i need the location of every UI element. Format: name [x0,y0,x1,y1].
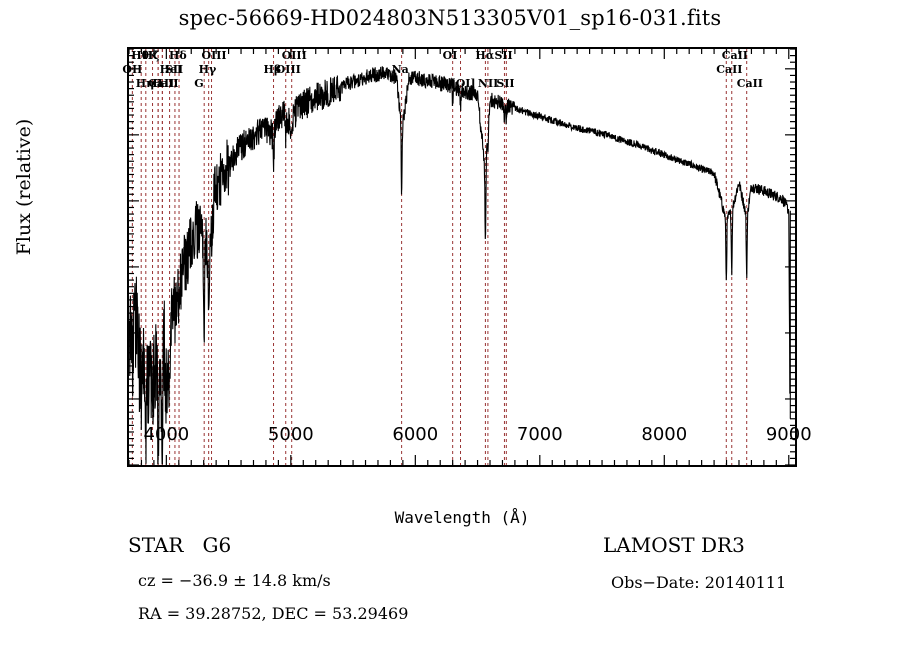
coordinates: RA = 39.28752, DEC = 53.29469 [138,604,409,623]
spectral-line-label: HeI [159,63,183,76]
y-axis-title: Flux (relative) [13,118,35,256]
spectral-line-label: Hγ [198,63,217,76]
survey-label: LAMOST DR3 [603,533,745,557]
spectral-line-label: Na [391,63,409,76]
spectral-line-label: Hθ [131,49,149,62]
spectral-class: G6 [202,533,232,557]
x-tick-label: 8000 [641,424,688,445]
redshift-velocity: cz = −36.9 ± 14.8 km/s [138,571,331,590]
spectral-line-label: NII [477,77,499,90]
x-tick-label: 7000 [516,424,563,445]
object-type: STAR [128,533,184,557]
spectral-line-label: CaII [716,63,743,76]
spectral-line-label: SII [496,77,515,90]
spectrum-canvas [129,49,795,465]
x-axis-title: Wavelength (Å) [394,508,530,527]
spectral-line-label: Hβ [263,63,282,76]
spectral-line-label: CaII [152,77,179,90]
spectral-line-label: OI [442,49,458,62]
spectral-line-label: [OI] [450,77,476,90]
spectral-line-label: Hζ [142,49,160,62]
spectral-line-label: Hη [135,77,155,90]
spectral-line-label: Hδ [169,49,187,62]
spectral-line-label: OIII [275,63,301,76]
x-tick-label: 6000 [392,424,439,445]
spectral-line-label: K [148,49,158,62]
spectral-line-label: G [194,77,204,90]
plot-area [127,47,797,467]
spectral-line-label: Hα [475,49,495,62]
spectral-line-label: OIII [201,49,227,62]
spectral-line-label: SII [164,63,184,76]
spectral-line-label: CaII [148,77,175,90]
spectral-line-label: CaII [721,49,748,62]
object-type-label: STAR G6 [128,533,231,557]
spectral-line-label: OIII [281,49,307,62]
spectral-line-label: H [152,77,163,90]
spectral-line-label: SII [494,49,513,62]
page-title: spec-56669-HD024803N513305V01_sp16-031.f… [178,6,722,30]
spectral-line-label: OII [122,63,143,76]
x-tick-label: 5000 [267,424,314,445]
x-tick-label: 4000 [143,424,190,445]
obs-date: Obs−Date: 20140111 [611,573,787,592]
spectral-line-label: CaII [736,77,763,90]
x-tick-label: 9000 [765,424,812,445]
